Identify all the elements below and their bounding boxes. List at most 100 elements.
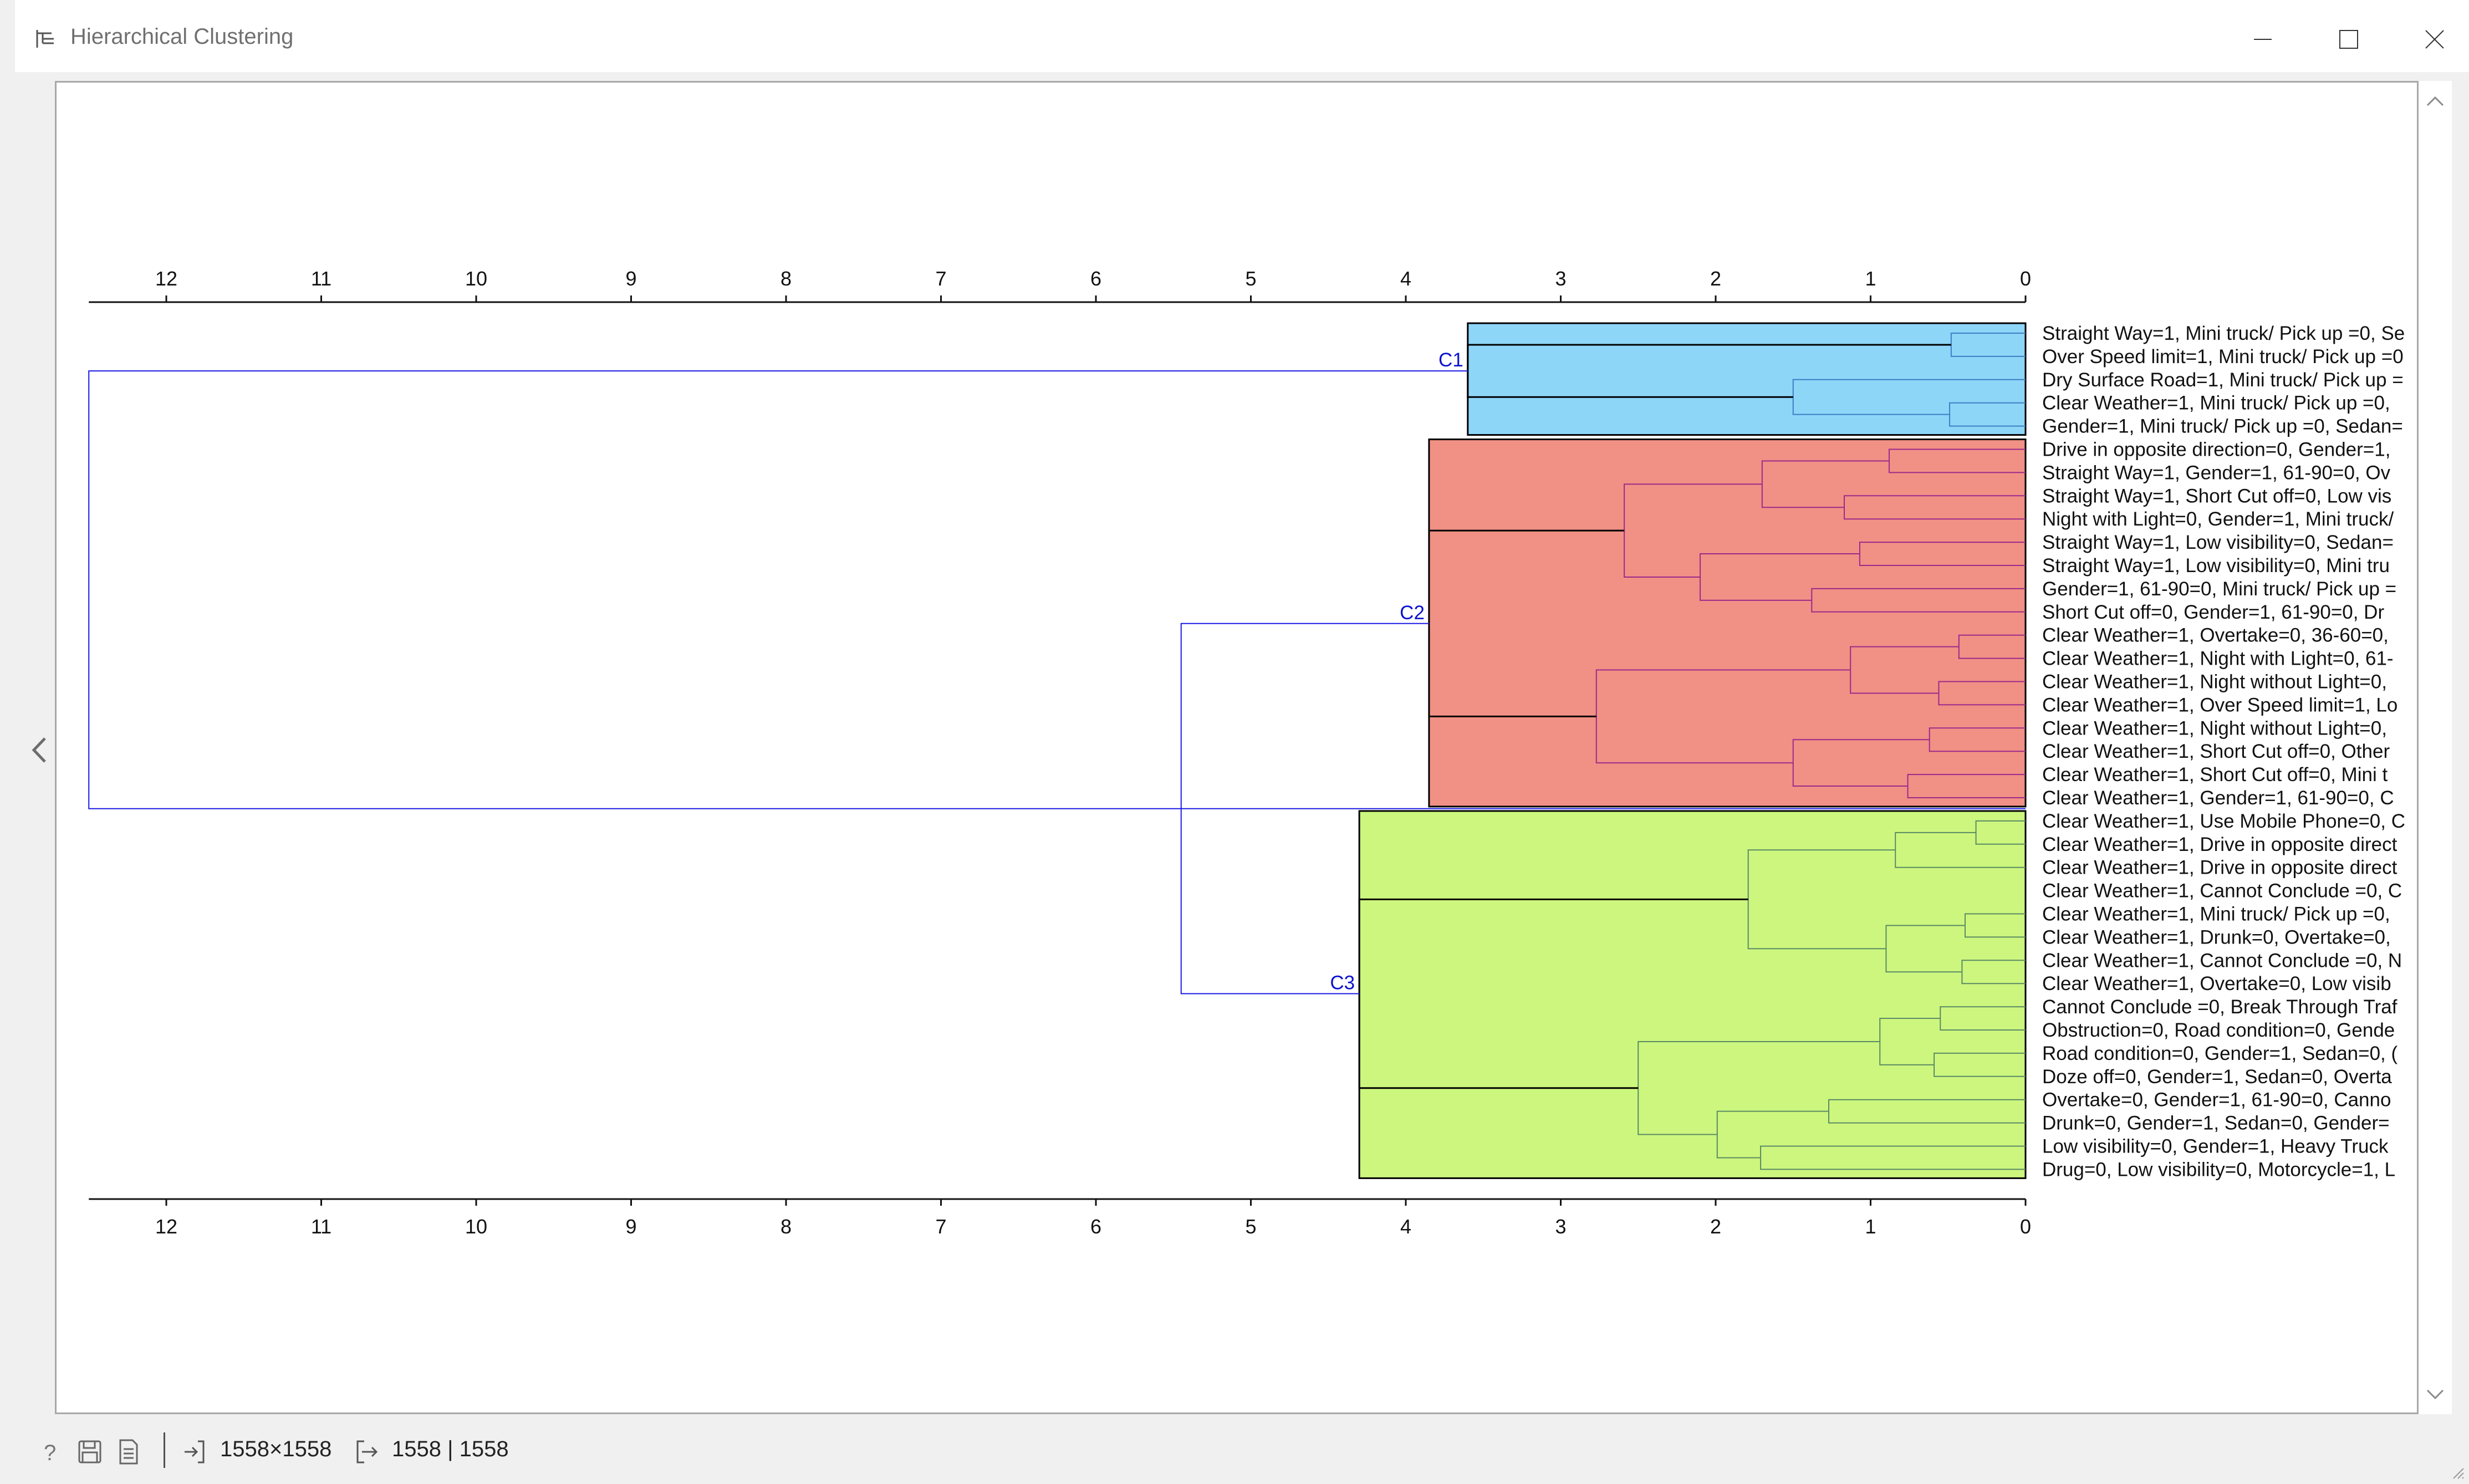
x-tick-label-bottom: 3 — [1555, 1215, 1566, 1238]
dendrogram-link — [88, 370, 2026, 809]
leaf-label: Straight Way=1, Low visibility=0, Mini t… — [2042, 555, 2390, 577]
x-tick-label-bottom: 0 — [2020, 1215, 2031, 1238]
x-tick-label-bottom: 10 — [465, 1215, 487, 1238]
maximize-button[interactable] — [2313, 14, 2385, 64]
x-tick-label-bottom: 4 — [1400, 1215, 1411, 1238]
leaf-label: Over Speed limit=1, Mini truck/ Pick up … — [2042, 346, 2404, 368]
dendrogram-chart: 12 11 10 9 8 7 6 5 4 3 2 1 012 11 10 9 8 7 6 5 4 3 2 1 0C1C2C3St… — [88, 267, 2405, 1238]
leaf-label: Clear Weather=1, Drive in opposite direc… — [2042, 834, 2397, 855]
leaf-label: Low visibility=0, Gender=1, Heavy Truck — [2042, 1136, 2389, 1157]
x-tick-label-bottom: 11 — [311, 1215, 331, 1238]
leaf-label: Clear Weather=1, Use Mobile Phone=0, C — [2042, 810, 2405, 832]
leaf-label: Clear Weather=1, Short Cut off=0, Other — [2042, 741, 2390, 762]
leaf-label: Road condition=0, Gender=1, Sedan=0, ( — [2042, 1043, 2398, 1064]
scroll-down-icon[interactable] — [2419, 1378, 2452, 1411]
save-icon[interactable] — [76, 1437, 104, 1467]
status-bar: ? 1558×1558 1558 | 1558 — [15, 1425, 2469, 1484]
cluster-label-C3: C3 — [1330, 972, 1355, 994]
title-bar[interactable]: Hierarchical Clustering — [15, 0, 2469, 72]
leaf-label: Drive in opposite direction=0, Gender=1, — [2042, 439, 2390, 461]
x-tick-label-top: 9 — [625, 267, 636, 290]
dendrogram-link — [1843, 495, 2026, 520]
leaf-label: Clear Weather=1, Overtake=0, 36-60=0, — [2042, 625, 2389, 646]
minimize-icon — [2254, 39, 2272, 40]
x-tick-label-top: 3 — [1555, 267, 1566, 290]
x-tick-label-top: 6 — [1090, 267, 1101, 290]
leaf-label: Straight Way=1, Low visibility=0, Sedan= — [2042, 532, 2394, 553]
leaf-label: Clear Weather=1, Gender=1, 61-90=0, C — [2042, 787, 2394, 809]
dendrogram-canvas[interactable]: 12 11 10 9 8 7 6 5 4 3 2 1 0 12 11 10 9 8 7 6 5 4 3 2 1 0 C1 C2 C3 St… — [55, 81, 2419, 1414]
x-tick-label-bottom: 1 — [1865, 1215, 1876, 1238]
dendrogram-link — [1428, 529, 1625, 717]
leaf-label: Gender=1, 61-90=0, Mini truck/ Pick up = — [2042, 578, 2396, 600]
leaf-label: Clear Weather=1, Mini truck/ Pick up =0, — [2042, 904, 2390, 925]
window-left-edge — [0, 0, 16, 1484]
x-tick-label-top: 12 — [155, 267, 177, 290]
leaf-label: Clear Weather=1, Drunk=0, Overtake=0, — [2042, 926, 2391, 948]
leaf-label: Clear Weather=1, Cannot Conclude =0, N — [2042, 950, 2402, 971]
leaf-label: Clear Weather=1, Over Speed limit=1, Lo — [2042, 694, 2397, 716]
x-tick-label-top: 5 — [1245, 267, 1256, 290]
help-icon[interactable]: ? — [37, 1437, 65, 1467]
leaf-label: Short Cut off=0, Gender=1, 61-90=0, Dr — [2042, 601, 2384, 623]
close-icon — [2425, 30, 2444, 49]
x-tick-label-bottom: 5 — [1245, 1215, 1256, 1238]
leaf-label: Gender=1, Mini truck/ Pick up =0, Sedan= — [2042, 416, 2403, 437]
cluster-label-C2: C2 — [1400, 602, 1425, 624]
x-tick-label-bottom: 6 — [1090, 1215, 1101, 1238]
close-button[interactable] — [2399, 14, 2469, 64]
scroll-up-icon[interactable] — [2419, 84, 2452, 118]
leaf-label: Drug=0, Low visibility=0, Motorcycle=1, … — [2042, 1159, 2395, 1180]
leaf-label: Clear Weather=1, Short Cut off=0, Mini t — [2042, 764, 2388, 786]
leaf-label: Dry Surface Road=1, Mini truck/ Pick up … — [2042, 369, 2404, 391]
leaf-label: Clear Weather=1, Overtake=0, Low visib — [2042, 973, 2391, 995]
dendrogram-link — [1961, 960, 2026, 985]
leaf-label: Clear Weather=1, Night with Light=0, 61- — [2042, 648, 2394, 670]
output-icon — [356, 1440, 378, 1463]
svg-text:?: ? — [44, 1441, 56, 1465]
x-tick-label-top: 7 — [935, 267, 946, 290]
x-tick-label-bottom: 2 — [1710, 1215, 1721, 1238]
vertical-scrollbar[interactable] — [2419, 81, 2452, 1414]
leaf-label: Obstruction=0, Road condition=0, Gende — [2042, 1019, 2395, 1041]
dendrogram-link — [1747, 849, 1896, 950]
x-tick-label-bottom: 7 — [935, 1215, 946, 1238]
cluster-region-C3 — [1358, 810, 2027, 1179]
x-tick-label-top: 11 — [311, 267, 331, 290]
leaf-label: Clear Weather=1, Cannot Conclude =0, C — [2042, 880, 2402, 902]
status-separator — [164, 1432, 165, 1468]
dendrogram-link — [1850, 646, 1959, 694]
x-tick-label-top: 10 — [465, 267, 487, 290]
x-tick-label-top: 0 — [2020, 267, 2031, 290]
x-tick-label-bottom: 12 — [155, 1215, 177, 1238]
leaf-label: Straight Way=1, Short Cut off=0, Low vis — [2042, 485, 2391, 507]
hierarchical-clustering-window: Hierarchical Clustering 12 11 10 9 8 7 6 5 4 3 2 1 0… — [15, 0, 2469, 1484]
x-tick-label-top: 4 — [1400, 267, 1411, 290]
maximize-icon — [2339, 30, 2358, 49]
cluster-label-C1: C1 — [1438, 349, 1463, 371]
input-icon — [185, 1440, 205, 1463]
leaf-label: Clear Weather=1, Mini truck/ Pick up =0, — [2042, 392, 2390, 414]
x-tick-label-bottom: 8 — [781, 1215, 792, 1238]
leaf-label: Doze off=0, Gender=1, Sedan=0, Overta — [2042, 1066, 2392, 1088]
leaf-label: Clear Weather=1, Night without Light=0, — [2042, 671, 2387, 693]
output-size: 1558 | 1558 — [392, 1437, 509, 1461]
x-tick-label-top: 1 — [1865, 267, 1876, 290]
x-tick-label-top: 2 — [1710, 267, 1721, 290]
leaf-label: Straight Way=1, Gender=1, 61-90=0, Ov — [2042, 462, 2391, 483]
leaf-label: Clear Weather=1, Night without Light=0, — [2042, 717, 2387, 739]
resize-grip-icon[interactable] — [2449, 1464, 2466, 1481]
leaf-label: Night with Light=0, Gender=1, Mini truck… — [2042, 508, 2394, 530]
input-size: 1558×1558 — [220, 1437, 332, 1461]
leaf-label: Drunk=0, Gender=1, Sedan=0, Gender= — [2042, 1113, 2390, 1134]
leaf-label: Overtake=0, Gender=1, 61-90=0, Canno — [2042, 1089, 2391, 1111]
minimize-button[interactable] — [2227, 14, 2299, 64]
cluster-region-C2 — [1428, 438, 2027, 808]
dendrogram-link — [1965, 913, 2026, 938]
leaf-label: Clear Weather=1, Drive in opposite direc… — [2042, 857, 2397, 879]
report-icon[interactable] — [115, 1437, 142, 1467]
collapse-panel-icon[interactable] — [25, 731, 53, 769]
x-tick-label-top: 8 — [781, 267, 792, 290]
dendrogram-link — [1859, 542, 2026, 566]
window-title: Hierarchical Clustering — [70, 24, 294, 49]
